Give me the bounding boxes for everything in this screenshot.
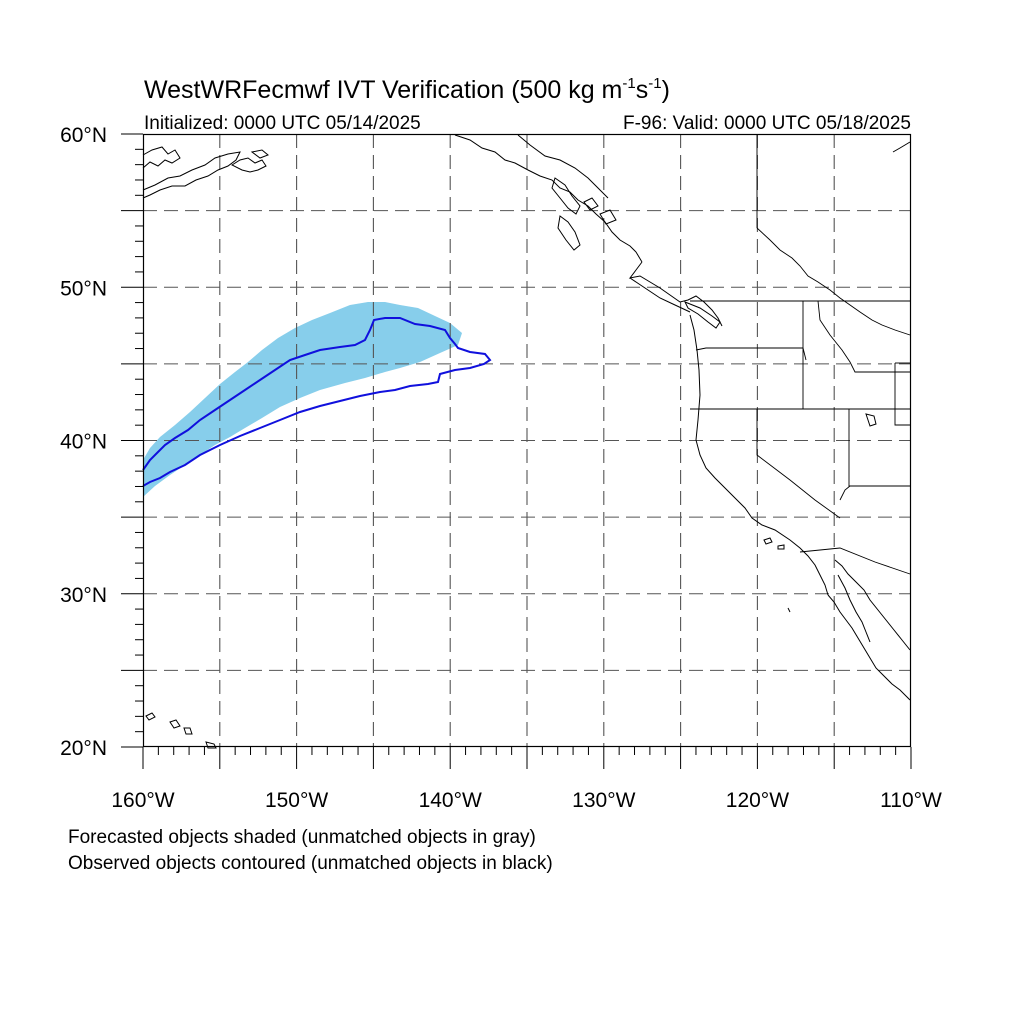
lon-tick-label: 130°W <box>572 789 635 812</box>
map-title: WestWRFecmwf IVT Verification (500 kg m-… <box>144 75 670 104</box>
forecast-legend-note: Forecasted objects shaded (unmatched obj… <box>68 827 536 848</box>
forecast-object <box>143 302 462 497</box>
lat-tick-label: 30°N <box>60 584 107 607</box>
lon-tick-label: 120°W <box>726 789 789 812</box>
longitude-labels: 160°W 150°W 140°W 130°W 120°W 110°W <box>111 789 942 812</box>
lat-tick-label: 60°N <box>60 124 107 147</box>
lat-tick-label: 40°N <box>60 431 107 454</box>
observed-object-contour <box>142 317 492 487</box>
grid-lines <box>143 134 911 747</box>
init-time-label: Initialized: 0000 UTC 05/14/2025 <box>144 113 421 134</box>
valid-time-label: F-96: Valid: 0000 UTC 05/18/2025 <box>623 113 911 134</box>
political-borders <box>690 135 911 575</box>
lon-tick-label: 150°W <box>265 789 328 812</box>
lat-tick-label: 20°N <box>60 737 107 760</box>
axis-ticks <box>121 133 912 769</box>
lon-tick-label: 140°W <box>419 789 482 812</box>
lon-tick-label: 160°W <box>111 789 174 812</box>
coastlines <box>142 134 911 749</box>
lat-tick-label: 50°N <box>60 277 107 300</box>
observed-legend-note: Observed objects contoured (unmatched ob… <box>68 853 553 874</box>
lon-tick-label: 110°W <box>880 789 942 812</box>
map-frame <box>142 133 912 748</box>
latitude-labels: 60°N 50°N 40°N 30°N 20°N <box>60 124 107 760</box>
